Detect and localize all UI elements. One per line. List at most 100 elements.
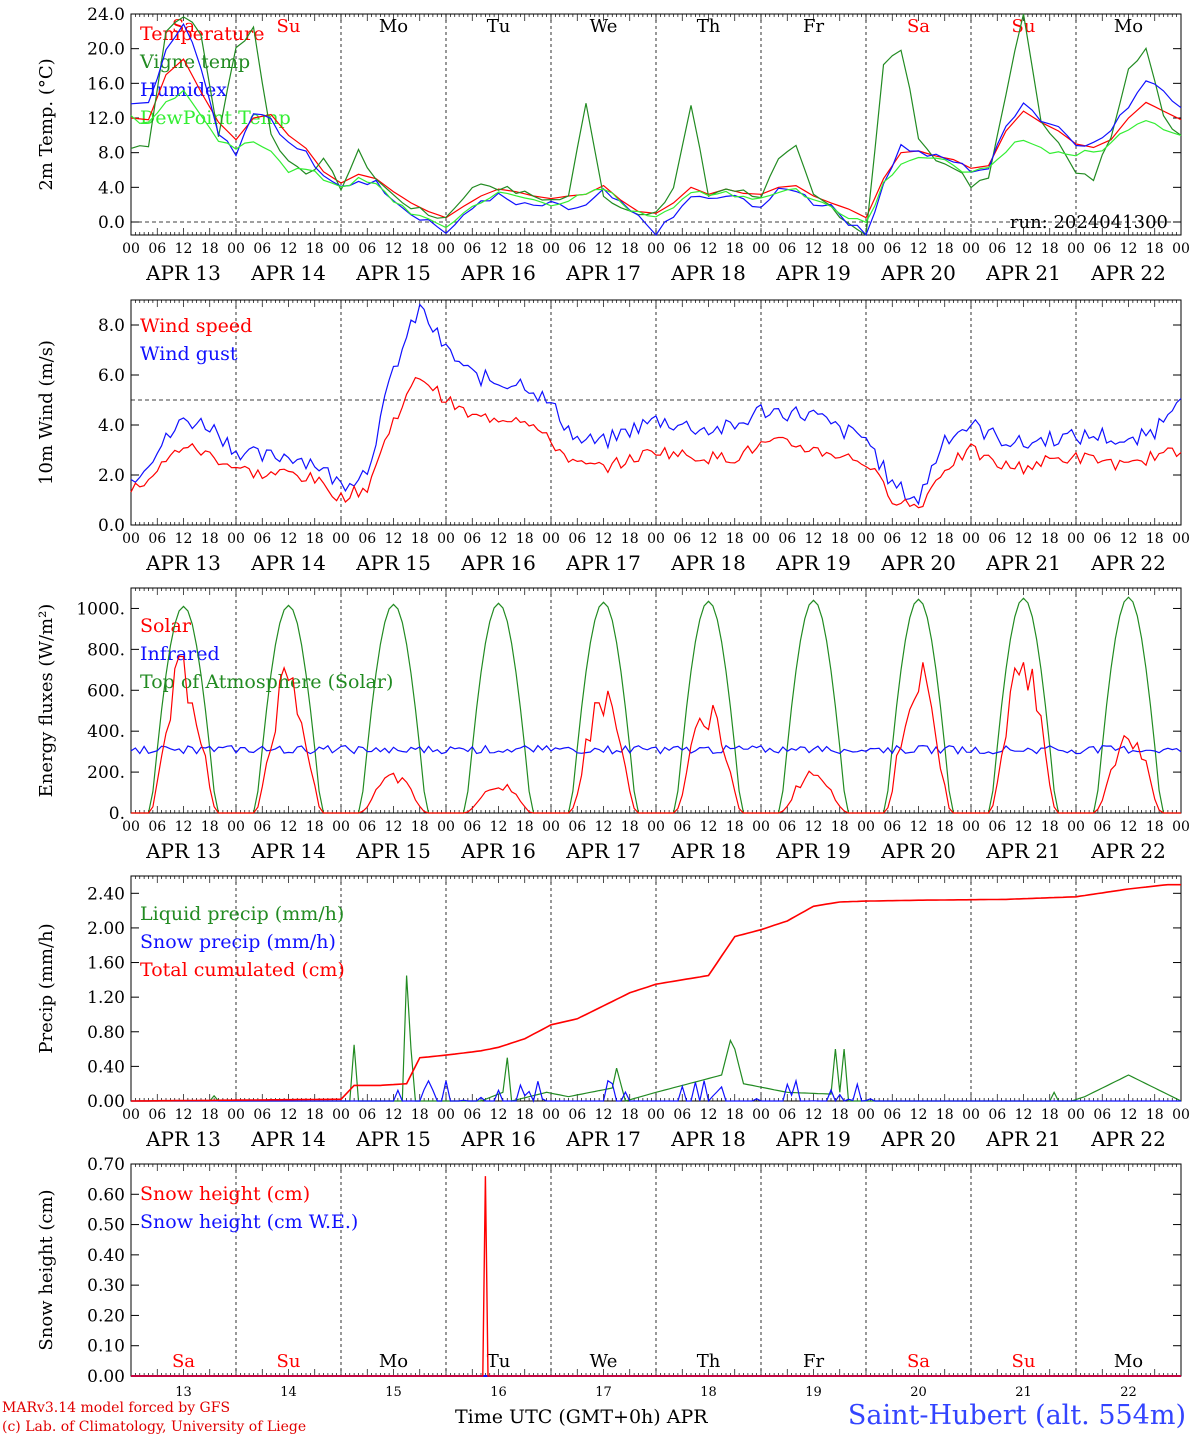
date-label: APR 20 — [880, 261, 956, 285]
series-line — [131, 1176, 1181, 1377]
hour-tick-label: 00 — [122, 1107, 140, 1123]
series-line — [130, 22, 1182, 237]
lab-credit: (c) Lab. of Climatology, University of L… — [2, 1419, 307, 1435]
date-label: APR 21 — [985, 261, 1061, 285]
hour-tick-label: 18 — [831, 531, 849, 547]
hour-tick-label: 18 — [201, 241, 219, 257]
weekday-label: Mo — [1114, 16, 1143, 37]
hour-tick-label: 00 — [332, 531, 350, 547]
y-tick-label: 12.0 — [87, 109, 125, 129]
y-tick-label: 200. — [87, 763, 125, 783]
y-tick-label: 1.20 — [87, 988, 125, 1008]
hour-tick-label: 12 — [595, 531, 613, 547]
date-label: APR 19 — [775, 1127, 851, 1151]
hour-tick-label: 06 — [778, 241, 796, 257]
hour-tick-label: 18 — [1041, 1107, 1059, 1123]
legend-entry: Top of Atmosphere (Solar) — [140, 671, 393, 693]
hour-tick-label: 00 — [332, 1107, 350, 1123]
hour-tick-label: 00 — [1172, 241, 1190, 257]
hour-tick-label: 12 — [385, 241, 403, 257]
hour-tick-label: 06 — [358, 241, 376, 257]
series-line — [130, 744, 1182, 755]
y-axis-title: Snow height (cm) — [36, 1189, 57, 1350]
date-label: APR 14 — [250, 261, 326, 285]
hour-tick-label: 00 — [752, 819, 770, 835]
hour-tick-label: 06 — [778, 819, 796, 835]
series-line — [130, 89, 1182, 229]
hour-tick-label: 06 — [1093, 819, 1111, 835]
series-line — [131, 655, 1181, 814]
hour-tick-label: 18 — [621, 1107, 639, 1123]
series-line — [130, 13, 1182, 237]
hour-tick-label: 06 — [253, 531, 271, 547]
y-tick-label: 24.0 — [87, 5, 125, 25]
hour-tick-label: 18 — [726, 819, 744, 835]
date-label: APR 15 — [355, 1127, 431, 1151]
hour-tick-label: 18 — [621, 819, 639, 835]
hour-tick-label: 18 — [1041, 241, 1059, 257]
y-tick-label: 0.80 — [87, 1023, 125, 1043]
date-label: APR 18 — [670, 839, 746, 863]
weekday-label: Th — [697, 1351, 721, 1372]
y-tick-label: 0.70 — [87, 1155, 125, 1175]
hour-tick-label: 06 — [1093, 241, 1111, 257]
hour-tick-label: 00 — [122, 531, 140, 547]
date-label: APR 22 — [1090, 839, 1166, 863]
date-label: APR 13 — [145, 1127, 221, 1151]
hour-tick-label: 06 — [463, 531, 481, 547]
hour-tick-label: 18 — [516, 531, 534, 547]
y-axis-title: 10m Wind (m/s) — [36, 340, 57, 485]
y-tick-label: 0.30 — [87, 1276, 125, 1296]
hour-tick-label: 00 — [647, 819, 665, 835]
series-line — [131, 1078, 1181, 1103]
hour-tick-label: 00 — [1172, 531, 1190, 547]
hour-tick-label: 00 — [542, 1107, 560, 1123]
hour-tick-label: 12 — [280, 1107, 298, 1123]
legend-entry: Solar — [140, 615, 192, 637]
legend-entry: Snow height (cm W.E.) — [140, 1211, 358, 1233]
y-tick-label: 8.0 — [98, 144, 125, 164]
date-label: APR 21 — [985, 839, 1061, 863]
hour-tick-label: 18 — [411, 241, 429, 257]
y-tick-label: 600. — [87, 681, 125, 701]
day-number-label: 21 — [1015, 1385, 1032, 1400]
y-tick-label: 0.0 — [98, 213, 125, 233]
date-label: APR 15 — [355, 261, 431, 285]
series-line — [130, 58, 1182, 219]
hour-tick-label: 12 — [1015, 819, 1033, 835]
hour-tick-label: 00 — [227, 1107, 245, 1123]
meteogram-chart: 0.0 4.0 8.0 12.0 16.0 20.0 24.0 2m Temp. (°C) 00… — [36, 5, 1190, 1400]
y-tick-label: 800. — [87, 640, 125, 660]
date-label: APR 16 — [460, 1127, 536, 1151]
date-label: APR 13 — [145, 261, 221, 285]
hour-tick-label: 18 — [306, 241, 324, 257]
plot-frame — [130, 299, 1182, 526]
y-tick-label: 4.0 — [98, 178, 125, 198]
hour-tick-label: 12 — [910, 531, 928, 547]
legend-entry: Liquid precip (mm/h) — [140, 903, 344, 925]
y-tick-label: 0.0 — [98, 516, 125, 536]
hour-tick-label: 00 — [647, 1107, 665, 1123]
y-tick-label: 2.0 — [98, 466, 125, 486]
hour-tick-label: 00 — [857, 241, 875, 257]
hour-tick-label: 18 — [621, 241, 639, 257]
hour-tick-label: 06 — [988, 241, 1006, 257]
hour-tick-label: 12 — [490, 241, 508, 257]
hour-tick-label: 12 — [385, 531, 403, 547]
hour-tick-label: 18 — [726, 1107, 744, 1123]
hour-tick-label: 06 — [1093, 1107, 1111, 1123]
y-tick-label: 2.00 — [87, 919, 125, 939]
hour-tick-label: 12 — [700, 241, 718, 257]
hour-tick-label: 06 — [988, 819, 1006, 835]
day-number-label: 13 — [175, 1385, 192, 1400]
hour-tick-label: 00 — [962, 1107, 980, 1123]
hour-tick-label: 00 — [437, 531, 455, 547]
date-label: APR 15 — [355, 551, 431, 575]
series-line — [130, 376, 1182, 509]
weekday-label: Su — [1012, 1351, 1036, 1372]
hour-tick-label: 12 — [700, 819, 718, 835]
hour-tick-label: 06 — [883, 819, 901, 835]
hour-tick-label: 00 — [857, 1107, 875, 1123]
hour-tick-label: 12 — [1120, 531, 1138, 547]
weekday-label: Sa — [172, 16, 195, 37]
